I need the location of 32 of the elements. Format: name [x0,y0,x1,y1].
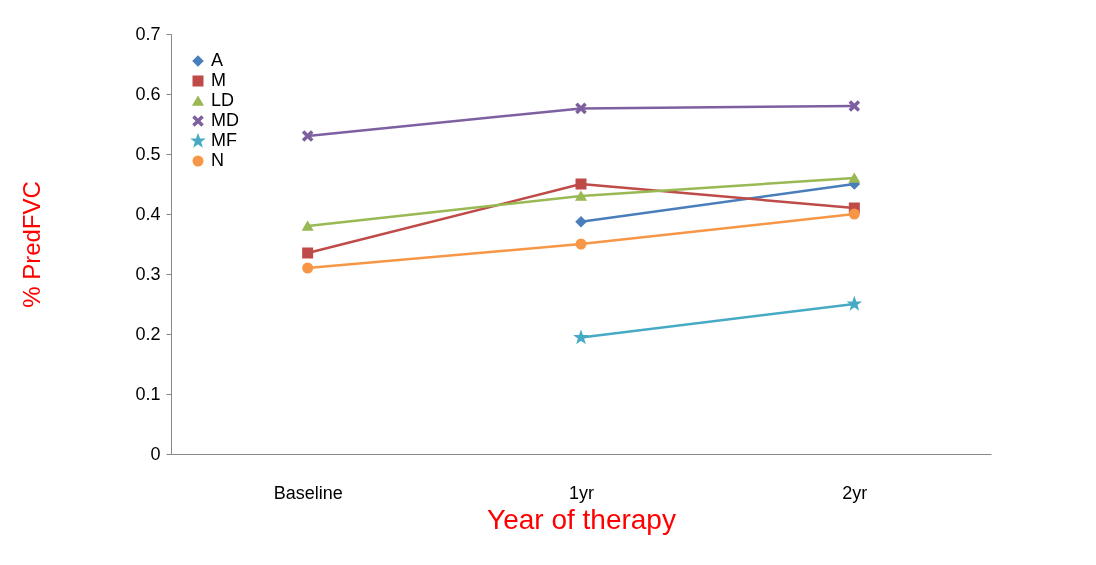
legend-label: M [211,70,226,90]
point [575,238,587,250]
legend-label: N [211,150,224,170]
y-tick-label: 0.2 [135,323,161,344]
point [574,330,588,344]
point [847,297,861,310]
y-tick-label: 0.1 [135,383,161,404]
x-axis-title: Year of therapy [487,503,676,535]
legend-label: LD [211,90,235,110]
legend-label: MD [211,110,239,130]
x-tick-label: 1yr [568,482,595,503]
y-tick-label: 0.5 [135,143,161,164]
legend-label: A [211,50,224,70]
y-tick-label: 0.6 [135,83,161,104]
y-axis-title: % PredFVC [18,181,46,308]
x-tick-label: 2yr [842,482,868,503]
point [575,216,587,228]
y-tick-label: 0 [150,443,161,464]
point [575,102,587,114]
legend-label: MF [211,130,237,150]
point [302,130,314,142]
point [848,208,860,220]
point [848,100,860,112]
x-tick-label: Baseline [273,482,343,503]
y-tick-label: 0.3 [135,263,161,284]
point [302,247,314,259]
point [302,221,314,231]
point [848,173,860,183]
y-tick-label: 0.4 [135,203,161,224]
y-tick-label: 0.7 [135,23,161,44]
point [575,191,587,201]
point [302,262,314,274]
